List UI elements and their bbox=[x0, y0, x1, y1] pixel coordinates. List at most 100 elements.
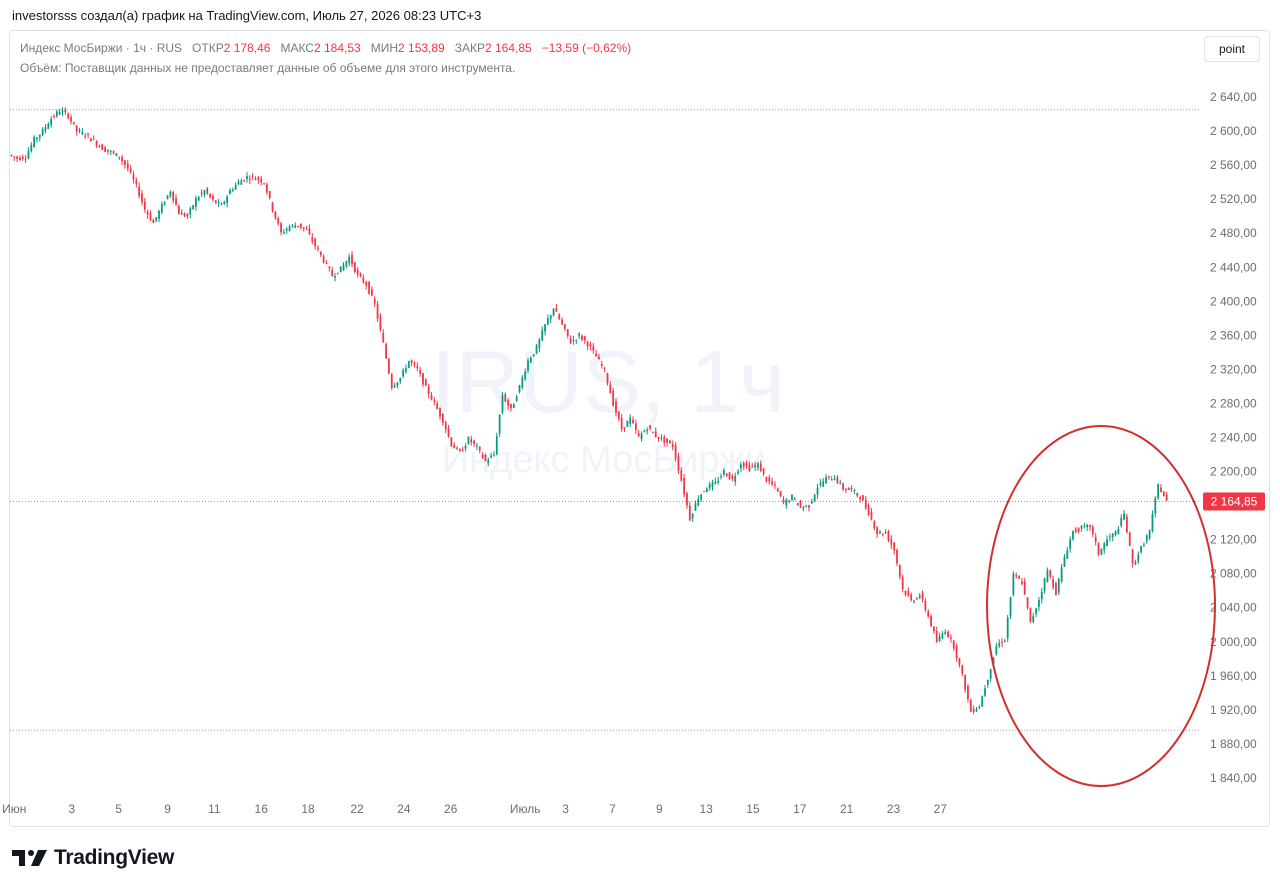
candle-body bbox=[1066, 550, 1069, 559]
candle-body bbox=[402, 369, 405, 377]
candle-body bbox=[373, 298, 376, 304]
candle-body bbox=[478, 446, 481, 451]
candle-body bbox=[598, 356, 600, 360]
candle-body bbox=[697, 498, 700, 506]
candle-body bbox=[1123, 513, 1125, 520]
candle-body bbox=[345, 261, 348, 267]
candle-body bbox=[172, 191, 175, 201]
candle-body bbox=[1160, 487, 1162, 493]
candle-body bbox=[10, 154, 13, 156]
candle-body bbox=[757, 463, 759, 468]
candle-body bbox=[217, 202, 220, 204]
candle-body bbox=[810, 501, 813, 504]
candle-body bbox=[342, 264, 345, 271]
candle-body bbox=[935, 630, 938, 643]
candle-body bbox=[231, 189, 234, 191]
candle-body bbox=[572, 339, 575, 341]
candle-body bbox=[467, 437, 470, 445]
candle-body bbox=[774, 484, 776, 486]
x-tick-label: 17 bbox=[793, 802, 807, 816]
candle-body bbox=[578, 333, 580, 336]
candle-body bbox=[995, 646, 998, 655]
candle-body bbox=[910, 594, 913, 601]
candle-body bbox=[978, 706, 981, 708]
candle-body bbox=[447, 428, 450, 437]
candle-body bbox=[257, 177, 260, 180]
candle-body bbox=[456, 447, 458, 449]
candle-body bbox=[1001, 642, 1003, 644]
point-button[interactable]: point bbox=[1204, 36, 1260, 62]
candle-body bbox=[220, 204, 223, 206]
candle-body bbox=[782, 499, 785, 503]
candle-body bbox=[291, 224, 294, 226]
candle-body bbox=[793, 498, 796, 500]
candle-body bbox=[842, 483, 844, 490]
candle-body bbox=[552, 308, 555, 316]
candle-body bbox=[694, 503, 697, 511]
candle-body bbox=[1032, 615, 1035, 622]
candle-body bbox=[913, 600, 915, 602]
candle-body bbox=[825, 476, 827, 484]
candle-body bbox=[302, 226, 305, 229]
x-tick-label: Июн bbox=[2, 802, 26, 816]
candle-body bbox=[1151, 513, 1154, 532]
candle-body bbox=[214, 200, 217, 204]
candle-body bbox=[532, 354, 535, 357]
candle-body bbox=[612, 390, 615, 406]
legend-symbol[interactable]: Индекс МосБиржи · 1ч · RUS bbox=[20, 41, 183, 55]
candle-body bbox=[546, 318, 549, 325]
candle-body bbox=[356, 269, 359, 275]
candle-body bbox=[725, 473, 728, 477]
candle-body bbox=[669, 440, 671, 444]
candle-body bbox=[887, 531, 890, 541]
candle-body bbox=[1145, 535, 1148, 542]
x-tick-label: 3 bbox=[562, 802, 569, 816]
candle-body bbox=[61, 110, 64, 112]
candle-body bbox=[152, 219, 155, 223]
candle-body bbox=[720, 476, 722, 478]
candle-body bbox=[836, 477, 839, 483]
x-tick-label: 21 bbox=[840, 802, 854, 816]
candle-body bbox=[856, 492, 859, 496]
candle-body bbox=[904, 590, 907, 595]
candle-body bbox=[197, 197, 200, 201]
x-tick-label: 9 bbox=[656, 802, 663, 816]
candle-body bbox=[280, 223, 282, 233]
candle-body bbox=[476, 445, 478, 447]
candle-body bbox=[317, 247, 319, 250]
candle-body bbox=[24, 158, 27, 160]
candle-body bbox=[251, 175, 254, 177]
candle-body bbox=[1063, 556, 1066, 567]
candle-body bbox=[819, 482, 822, 485]
candle-body bbox=[504, 394, 507, 402]
candle-body bbox=[748, 464, 751, 471]
x-tick-label: 18 bbox=[301, 802, 315, 816]
tradingview-logo[interactable]: TradingView bbox=[12, 846, 174, 870]
candle-body bbox=[311, 236, 314, 242]
candle-body bbox=[1120, 517, 1123, 526]
candle-body bbox=[688, 505, 691, 521]
candle-body bbox=[64, 110, 67, 113]
candle-body bbox=[143, 201, 146, 210]
candle-body bbox=[390, 374, 393, 389]
candle-body bbox=[149, 213, 152, 221]
candle-body bbox=[606, 373, 609, 384]
candle-body bbox=[1077, 528, 1080, 532]
candle-body bbox=[1043, 578, 1046, 591]
legend-low-value: 2 153,89 bbox=[398, 41, 445, 55]
candle-body bbox=[1126, 516, 1128, 533]
candle-body bbox=[53, 115, 55, 117]
candle-body bbox=[989, 669, 992, 679]
x-tick-label: 16 bbox=[255, 802, 269, 816]
candle-body bbox=[501, 395, 504, 413]
candle-body bbox=[78, 130, 81, 132]
candle-body bbox=[430, 395, 433, 400]
candle-body bbox=[1012, 573, 1015, 595]
candle-body bbox=[112, 151, 115, 154]
candle-body bbox=[833, 478, 836, 481]
volume-note: Объём: Поставщик данных не предоставляет… bbox=[20, 61, 516, 75]
candle-body bbox=[234, 184, 237, 190]
candle-body bbox=[206, 188, 209, 194]
candle-body bbox=[617, 411, 620, 419]
